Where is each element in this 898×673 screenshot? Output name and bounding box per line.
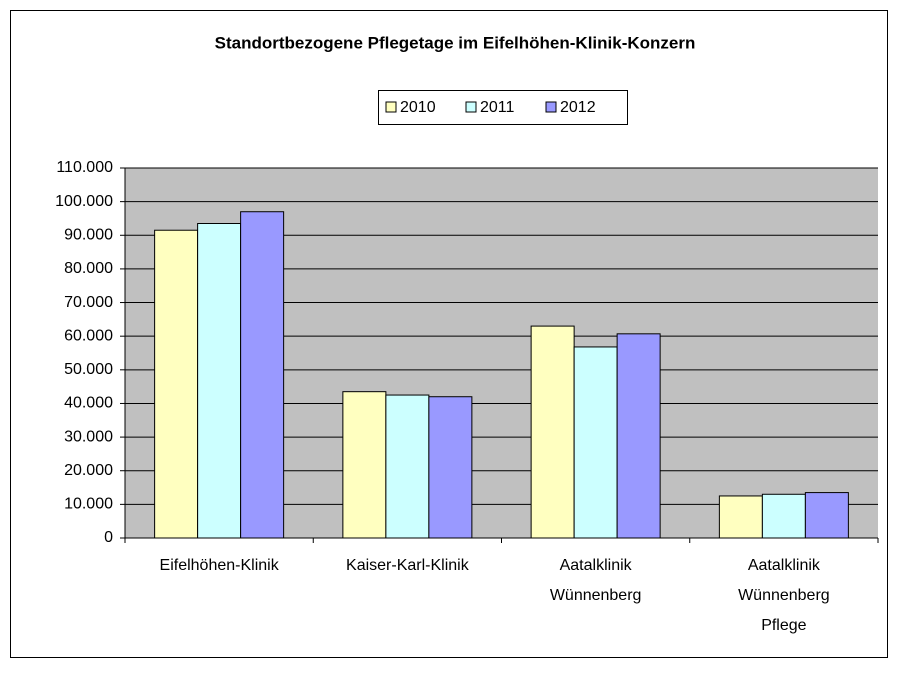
x-tick-label: Aatalklinik Wünnenberg — [550, 557, 642, 604]
y-tick-label: 60.000 — [64, 327, 113, 344]
y-tick-label: 90.000 — [64, 226, 113, 243]
y-tick-label: 0 — [104, 529, 113, 546]
legend-swatch — [545, 101, 557, 113]
bar — [154, 229, 199, 539]
y-tick-label: 100.000 — [55, 193, 113, 210]
bar — [616, 333, 661, 539]
bar — [342, 391, 387, 539]
bar — [761, 493, 806, 539]
y-tick-label: 80.000 — [64, 260, 113, 277]
legend-label: 2011 — [480, 99, 515, 116]
y-tick-label: 110.000 — [56, 159, 113, 176]
y-tick-label: 50.000 — [64, 361, 113, 378]
legend-label: 2012 — [560, 99, 596, 116]
y-tick-label: 40.000 — [64, 395, 113, 412]
y-tick-label: 70.000 — [64, 294, 113, 311]
x-tick-label: Aatalklinik Wünnenberg Pflege — [738, 557, 830, 634]
legend-swatch — [465, 101, 477, 113]
x-tick-label: Eifelhöhen-Klinik — [160, 557, 280, 574]
y-tick-label: 20.000 — [64, 462, 113, 479]
bar — [804, 492, 849, 539]
y-tick-label: 30.000 — [64, 428, 113, 445]
bar — [197, 223, 242, 539]
legend-label: 2010 — [400, 99, 436, 116]
legend-box — [378, 90, 628, 125]
bar — [428, 396, 473, 539]
chart-title: Standortbezogene Pflegetage im Eifelhöhe… — [215, 33, 696, 52]
x-tick-label: Kaiser-Karl-Klinik — [346, 557, 470, 574]
bar — [530, 325, 575, 539]
bar — [718, 495, 763, 539]
bar — [240, 211, 285, 539]
bar — [385, 394, 430, 539]
y-tick-label: 10.000 — [64, 496, 113, 513]
legend-swatch — [385, 101, 397, 113]
bar — [573, 346, 618, 539]
